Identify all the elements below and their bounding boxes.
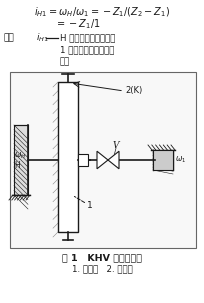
Text: H: H xyxy=(14,161,20,171)
Text: $i_{H1}=\omega_H/\omega_1=-Z_1/(Z_2-Z_1)$: $i_{H1}=\omega_H/\omega_1=-Z_1/(Z_2-Z_1)… xyxy=(34,5,170,19)
Text: H 作为主动轮、行星轮: H 作为主动轮、行星轮 xyxy=(60,34,115,42)
Text: $=-Z_1/1$: $=-Z_1/1$ xyxy=(55,17,101,31)
Polygon shape xyxy=(97,151,108,169)
Text: 2(K): 2(K) xyxy=(125,85,142,95)
Bar xyxy=(153,150,173,170)
Text: 式中: 式中 xyxy=(4,34,15,42)
Text: V: V xyxy=(113,142,119,151)
Bar xyxy=(78,154,88,166)
Text: $\omega_1$: $\omega_1$ xyxy=(175,155,186,165)
Text: 图 1   KHV 少齿差轮系: 图 1 KHV 少齿差轮系 xyxy=(62,254,142,262)
Text: 动比: 动比 xyxy=(60,58,70,66)
Polygon shape xyxy=(108,151,119,169)
Bar xyxy=(14,125,28,195)
Bar xyxy=(10,72,196,248)
Bar xyxy=(58,82,78,232)
Text: 1 作为从动轮的轮系传: 1 作为从动轮的轮系传 xyxy=(60,45,114,55)
Text: $i_{H1}$: $i_{H1}$ xyxy=(36,32,49,44)
Text: 1. 行星轮   2. 内齿轮: 1. 行星轮 2. 内齿轮 xyxy=(72,265,132,274)
Text: 1: 1 xyxy=(87,201,93,209)
Text: $\omega_H$: $\omega_H$ xyxy=(14,151,26,161)
